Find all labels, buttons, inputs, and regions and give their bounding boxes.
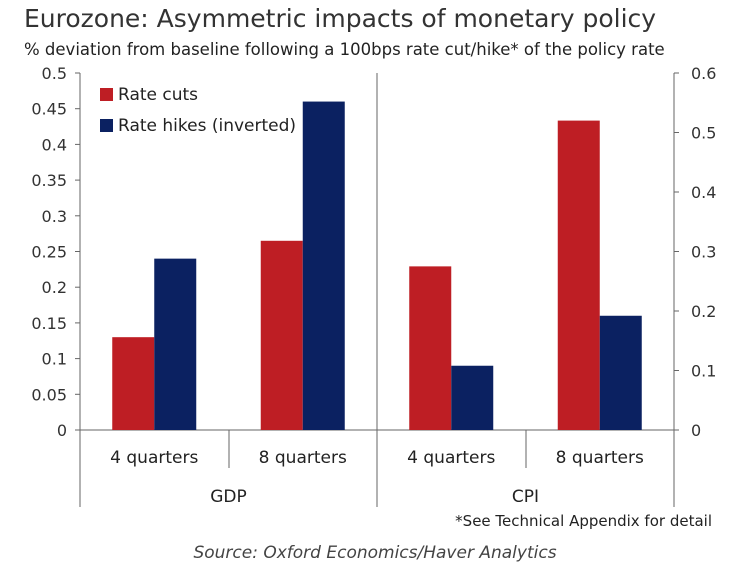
y-tick-label-left: 0.2 <box>42 278 67 297</box>
bar-cpi-hike <box>451 365 494 430</box>
footnote: *See Technical Appendix for detail <box>455 512 712 530</box>
bar-gdp-cut <box>112 337 155 430</box>
y-tick-label-right: 0.4 <box>691 183 716 202</box>
bar-cpi-cut <box>409 266 452 430</box>
y-tick-label-right: 0 <box>691 421 701 440</box>
bar-cpi-hike <box>599 315 642 430</box>
legend-label: Rate cuts <box>118 85 198 105</box>
bar-gdp-hike <box>154 258 197 430</box>
y-tick-label-right: 0.2 <box>691 302 716 321</box>
y-tick-label-left: 0.35 <box>31 171 67 190</box>
y-tick-label-right: 0.3 <box>691 243 716 262</box>
group-label-gdp: GDP <box>210 487 247 507</box>
y-tick-label-left: 0.25 <box>31 243 67 262</box>
y-tick-label-right: 0.1 <box>691 362 716 381</box>
group-label-cpi: CPI <box>512 487 539 507</box>
bar-cpi-cut <box>557 120 600 430</box>
bar-gdp-cut <box>260 240 303 430</box>
y-tick-label-right: 0.5 <box>691 124 716 143</box>
category-label: 8 quarters <box>556 448 644 468</box>
legend-swatch <box>100 88 113 101</box>
y-tick-label-left: 0.05 <box>31 385 67 404</box>
legend-label: Rate hikes (inverted) <box>118 116 296 136</box>
y-tick-label-left: 0.1 <box>42 350 67 369</box>
chart-subtitle: % deviation from baseline following a 10… <box>24 40 665 59</box>
y-tick-label-left: 0.45 <box>31 100 67 119</box>
y-tick-label-right: 0.6 <box>691 64 716 83</box>
y-tick-label-left: 0.15 <box>31 314 67 333</box>
source-note: Source: Oxford Economics/Haver Analytics <box>193 543 557 563</box>
category-label: 8 quarters <box>259 448 347 468</box>
y-tick-label-left: 0.5 <box>42 64 67 83</box>
category-label: 4 quarters <box>407 448 495 468</box>
y-tick-label-left: 0 <box>57 421 67 440</box>
category-label: 4 quarters <box>110 448 198 468</box>
y-tick-label-left: 0.4 <box>42 135 67 154</box>
chart-title: Eurozone: Asymmetric impacts of monetary… <box>24 4 657 33</box>
y-tick-label-left: 0.3 <box>42 207 67 226</box>
bar-gdp-hike <box>302 101 345 430</box>
legend-swatch <box>100 119 113 132</box>
